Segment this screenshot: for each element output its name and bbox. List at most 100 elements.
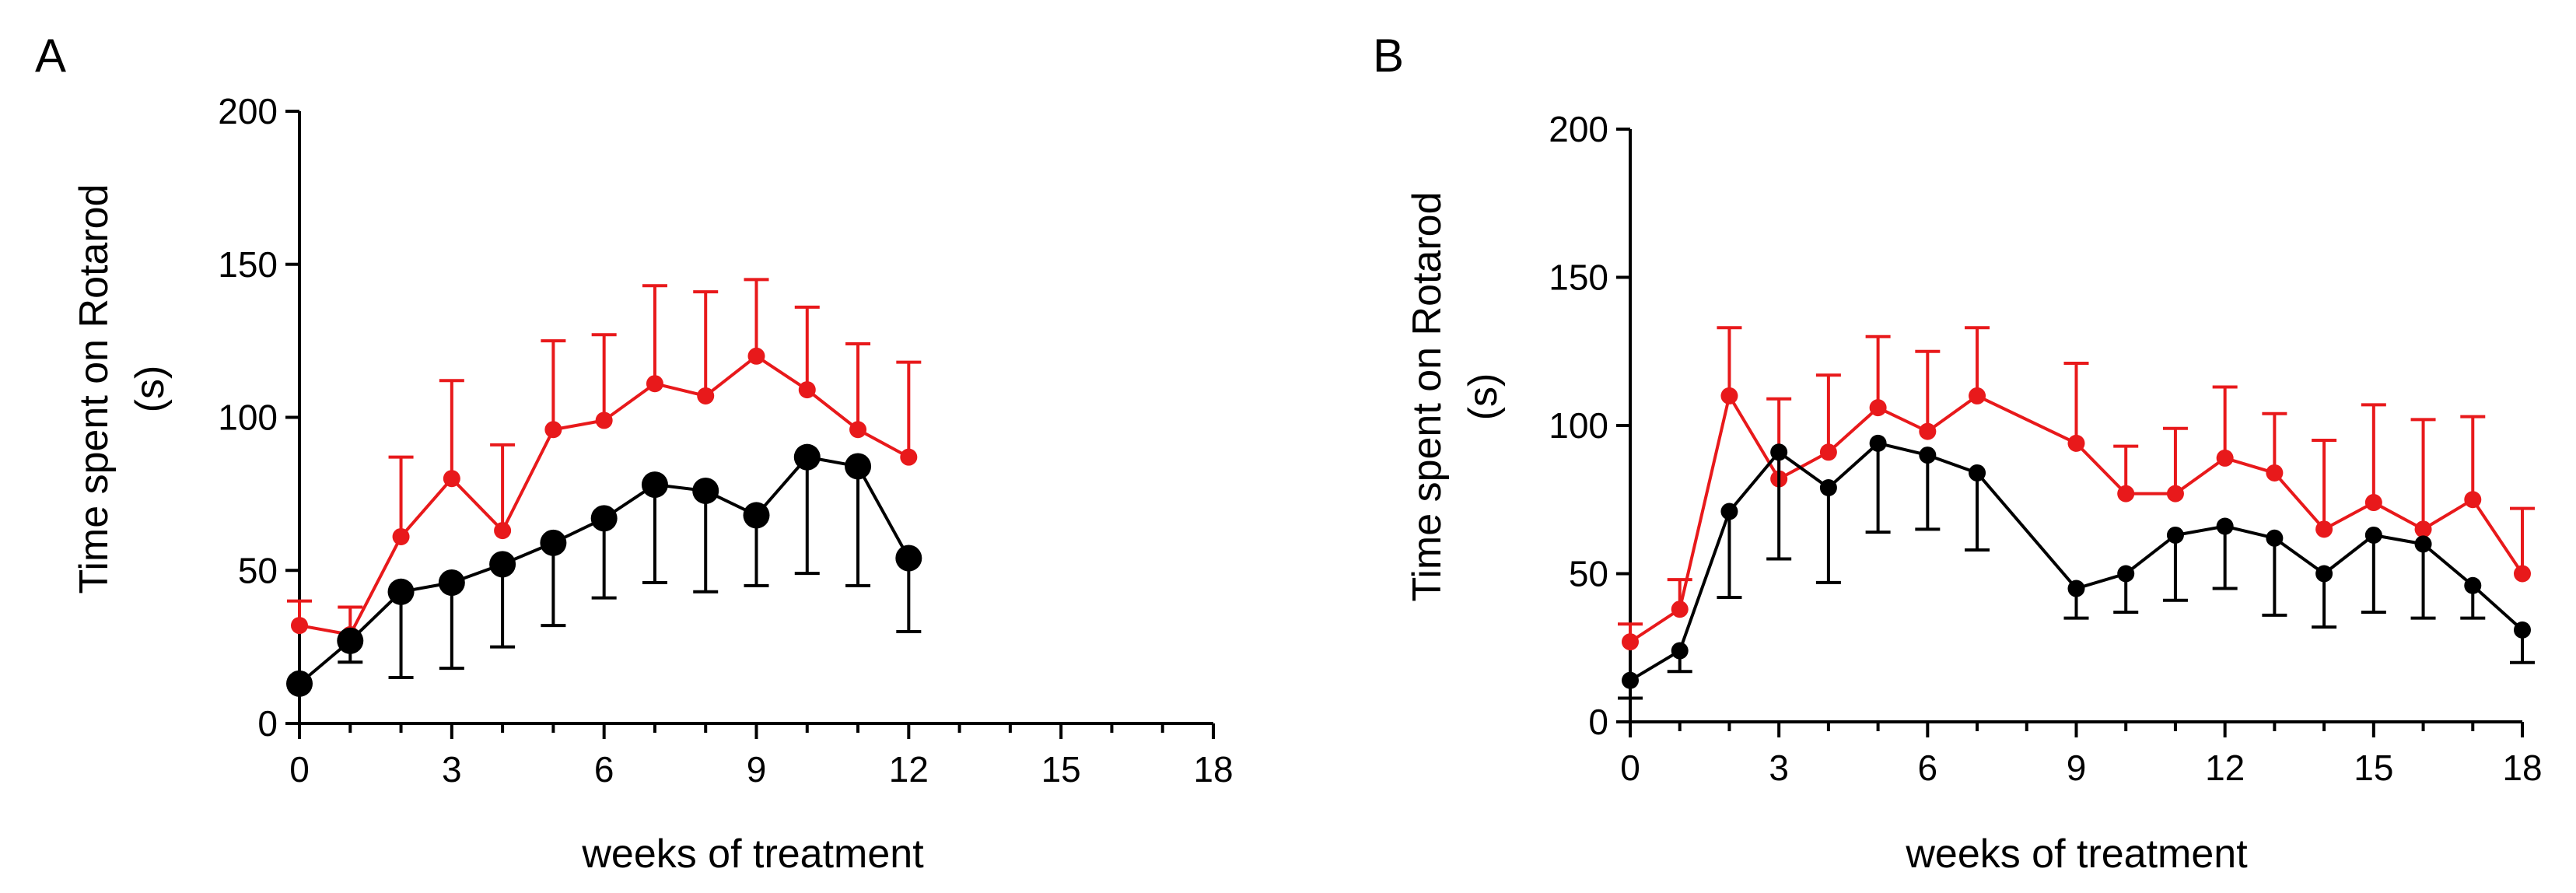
panel-b-black-point xyxy=(1869,434,1887,452)
panel-a-x-tick-label: 0 xyxy=(289,749,310,790)
panel-b-black-point xyxy=(1671,642,1689,660)
panel-b-y-axis-title: Time spent on Rotarod (s) xyxy=(1405,191,1506,601)
panel-a-black-point xyxy=(845,453,872,480)
panel-a-x-axis-label: weeks of treatment xyxy=(581,832,924,877)
panel-b-black-point xyxy=(1919,446,1937,464)
panel-b-red-point xyxy=(2216,449,2234,467)
panel-a-x-tick-label: 6 xyxy=(594,749,614,790)
panel-a-label: A xyxy=(35,30,66,82)
panel-a-black-point xyxy=(438,569,465,596)
panel-a-x-tick-label: 15 xyxy=(1041,749,1081,790)
panel-a-black-point xyxy=(387,578,415,605)
panel-b-black-point xyxy=(2414,535,2432,553)
panel-b-y-tick-label: 50 xyxy=(1569,554,1608,594)
panel-b-red-point xyxy=(2364,494,2382,512)
panel-a-red-point xyxy=(798,381,816,399)
panel-a-red-point xyxy=(697,387,715,404)
panel-a: A Time spent on Rotarod (s) weeks of tre… xyxy=(35,30,1234,877)
panel-b-black-point xyxy=(1770,443,1788,461)
panel-b-x-tick-label: 12 xyxy=(2205,748,2245,788)
panel-a-red-point xyxy=(443,470,460,488)
panel-b-black-point xyxy=(1819,479,1837,497)
panel-a-tick-labels: 0 50 100 150 200 0 3 6 9 12 15 18 xyxy=(218,91,1233,790)
panel-a-x-tick-label: 9 xyxy=(747,749,767,790)
panel-b-x-tick-label: 3 xyxy=(1769,748,1789,788)
panel-b-x-tick-label: 15 xyxy=(2354,748,2393,788)
panel-b-black-point xyxy=(2514,621,2531,639)
panel-b-plot-area xyxy=(1618,326,2535,700)
panel-a-red-point xyxy=(646,375,663,393)
panel-a-red-point xyxy=(544,421,562,439)
panel-b-red-point xyxy=(2464,491,2482,509)
panel-b-black-point xyxy=(2464,576,2482,594)
panel-b-x-axis-label: weeks of treatment xyxy=(1905,832,2248,877)
panel-a-y-tick-label: 100 xyxy=(218,397,278,438)
panel-a-black-point xyxy=(337,627,364,654)
panel-b-black-line xyxy=(1629,441,2524,682)
panel-b-red-point xyxy=(1720,387,1738,404)
panel-b-y-tick-label: 100 xyxy=(1549,405,1608,446)
panel-b-black-point xyxy=(2315,565,2333,583)
panel-b-black-point xyxy=(2117,565,2135,583)
panel-b-red-point xyxy=(2166,485,2184,503)
panel-a-red-point xyxy=(291,617,308,635)
panel-a-y-tick-label: 50 xyxy=(238,550,278,590)
panel-a-red-point xyxy=(747,347,765,365)
panel-a-black-point xyxy=(489,551,516,578)
panel-b-black-point xyxy=(1720,503,1738,520)
panel-a-red-point xyxy=(849,421,867,439)
panel-a-series-black xyxy=(286,443,922,697)
panel-b-red-point xyxy=(1869,399,1887,417)
panel-a-y-axis-unit: (s) xyxy=(128,366,173,413)
panel-a-red-point xyxy=(392,527,410,545)
panel-a-black-point xyxy=(540,529,567,556)
panel-a-black-point xyxy=(286,670,313,697)
panel-b-black-point xyxy=(2216,517,2234,535)
panel-b-y-tick-label: 0 xyxy=(1588,702,1608,742)
panel-b-red-point xyxy=(2067,434,2085,452)
panel-a-red-point xyxy=(595,411,613,429)
panel-b-red-point xyxy=(2117,485,2135,503)
panel-b-black-point xyxy=(1622,671,1639,689)
panel-b-black-point xyxy=(2364,526,2382,544)
panel-a-black-point xyxy=(743,502,770,529)
panel-a-black-point xyxy=(793,443,821,471)
panel-b-red-point xyxy=(2414,520,2432,538)
panel-b: B Time spent on Rotarod (s) weeks of tre… xyxy=(1373,30,2543,877)
panel-a-series-red xyxy=(287,278,922,643)
panel-b-x-tick-label: 0 xyxy=(1620,748,1640,788)
panel-b-black-point xyxy=(1969,464,1986,482)
panel-a-black-point xyxy=(895,545,922,572)
panel-a-red-point xyxy=(900,448,918,466)
panel-b-red-point xyxy=(1919,422,1937,440)
panel-b-x-tick-label: 18 xyxy=(2502,748,2542,788)
panel-b-series-black xyxy=(1618,434,2535,700)
panel-b-red-point xyxy=(1622,633,1639,651)
panel-b-black-point xyxy=(2067,580,2085,597)
panel-a-y-tick-label: 150 xyxy=(218,244,278,285)
panel-a-x-tick-label: 12 xyxy=(889,749,929,790)
panel-b-red-point xyxy=(2315,520,2333,538)
panel-b-y-tick-label: 150 xyxy=(1549,257,1608,298)
panel-b-y-axis-label: Time spent on Rotarod xyxy=(1405,191,1450,601)
panel-b-red-line xyxy=(1629,394,2524,643)
panel-a-plot-area xyxy=(286,278,922,697)
panel-b-x-tick-label: 9 xyxy=(2067,748,2087,788)
panel-a-axes xyxy=(285,110,1215,739)
panel-a-x-tick-label: 18 xyxy=(1193,749,1233,790)
panel-a-y-axis-title: Time spent on Rotarod (s) xyxy=(72,184,173,594)
panel-b-red-point xyxy=(1969,387,1986,404)
panel-b-red-point xyxy=(2266,464,2284,482)
panel-a-y-tick-label: 200 xyxy=(218,91,278,131)
panel-b-series-red xyxy=(1618,326,2535,651)
panel-b-x-tick-label: 6 xyxy=(1918,748,1938,788)
panel-a-black-point xyxy=(590,505,618,532)
panel-a-y-axis-label: Time spent on Rotarod xyxy=(72,184,117,594)
panel-b-y-tick-label: 200 xyxy=(1549,109,1608,149)
panel-b-label: B xyxy=(1373,30,1404,82)
panel-a-black-point xyxy=(641,471,668,499)
panel-b-y-axis-unit: (s) xyxy=(1461,373,1506,421)
panel-a-x-tick-label: 3 xyxy=(442,749,462,790)
panel-a-black-point xyxy=(692,477,719,504)
